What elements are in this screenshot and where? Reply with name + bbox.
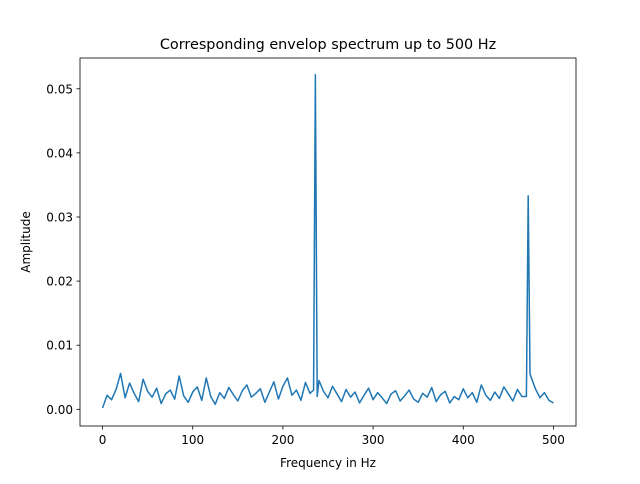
y-tick-label: 0.00 <box>46 403 73 417</box>
x-tick-label: 100 <box>181 433 204 447</box>
x-tick-label: 0 <box>99 433 107 447</box>
y-tick-label: 0.05 <box>46 82 73 96</box>
data-line <box>101 73 554 409</box>
y-tick-label: 0.04 <box>46 146 73 160</box>
axes-frame <box>79 57 577 427</box>
x-tick-label: 300 <box>362 433 385 447</box>
x-tick-label: 500 <box>542 433 565 447</box>
x-tick-label: 200 <box>271 433 294 447</box>
y-axis-label: Amplitude <box>19 211 33 273</box>
y-tick-label: 0.02 <box>46 275 73 289</box>
y-tick-label: 0.01 <box>46 339 73 353</box>
x-axis-label: Frequency in Hz <box>280 456 376 470</box>
chart-title: Corresponding envelop spectrum up to 500… <box>160 37 496 53</box>
y-tick-label: 0.03 <box>46 210 73 224</box>
x-tick-label: 400 <box>452 433 475 447</box>
